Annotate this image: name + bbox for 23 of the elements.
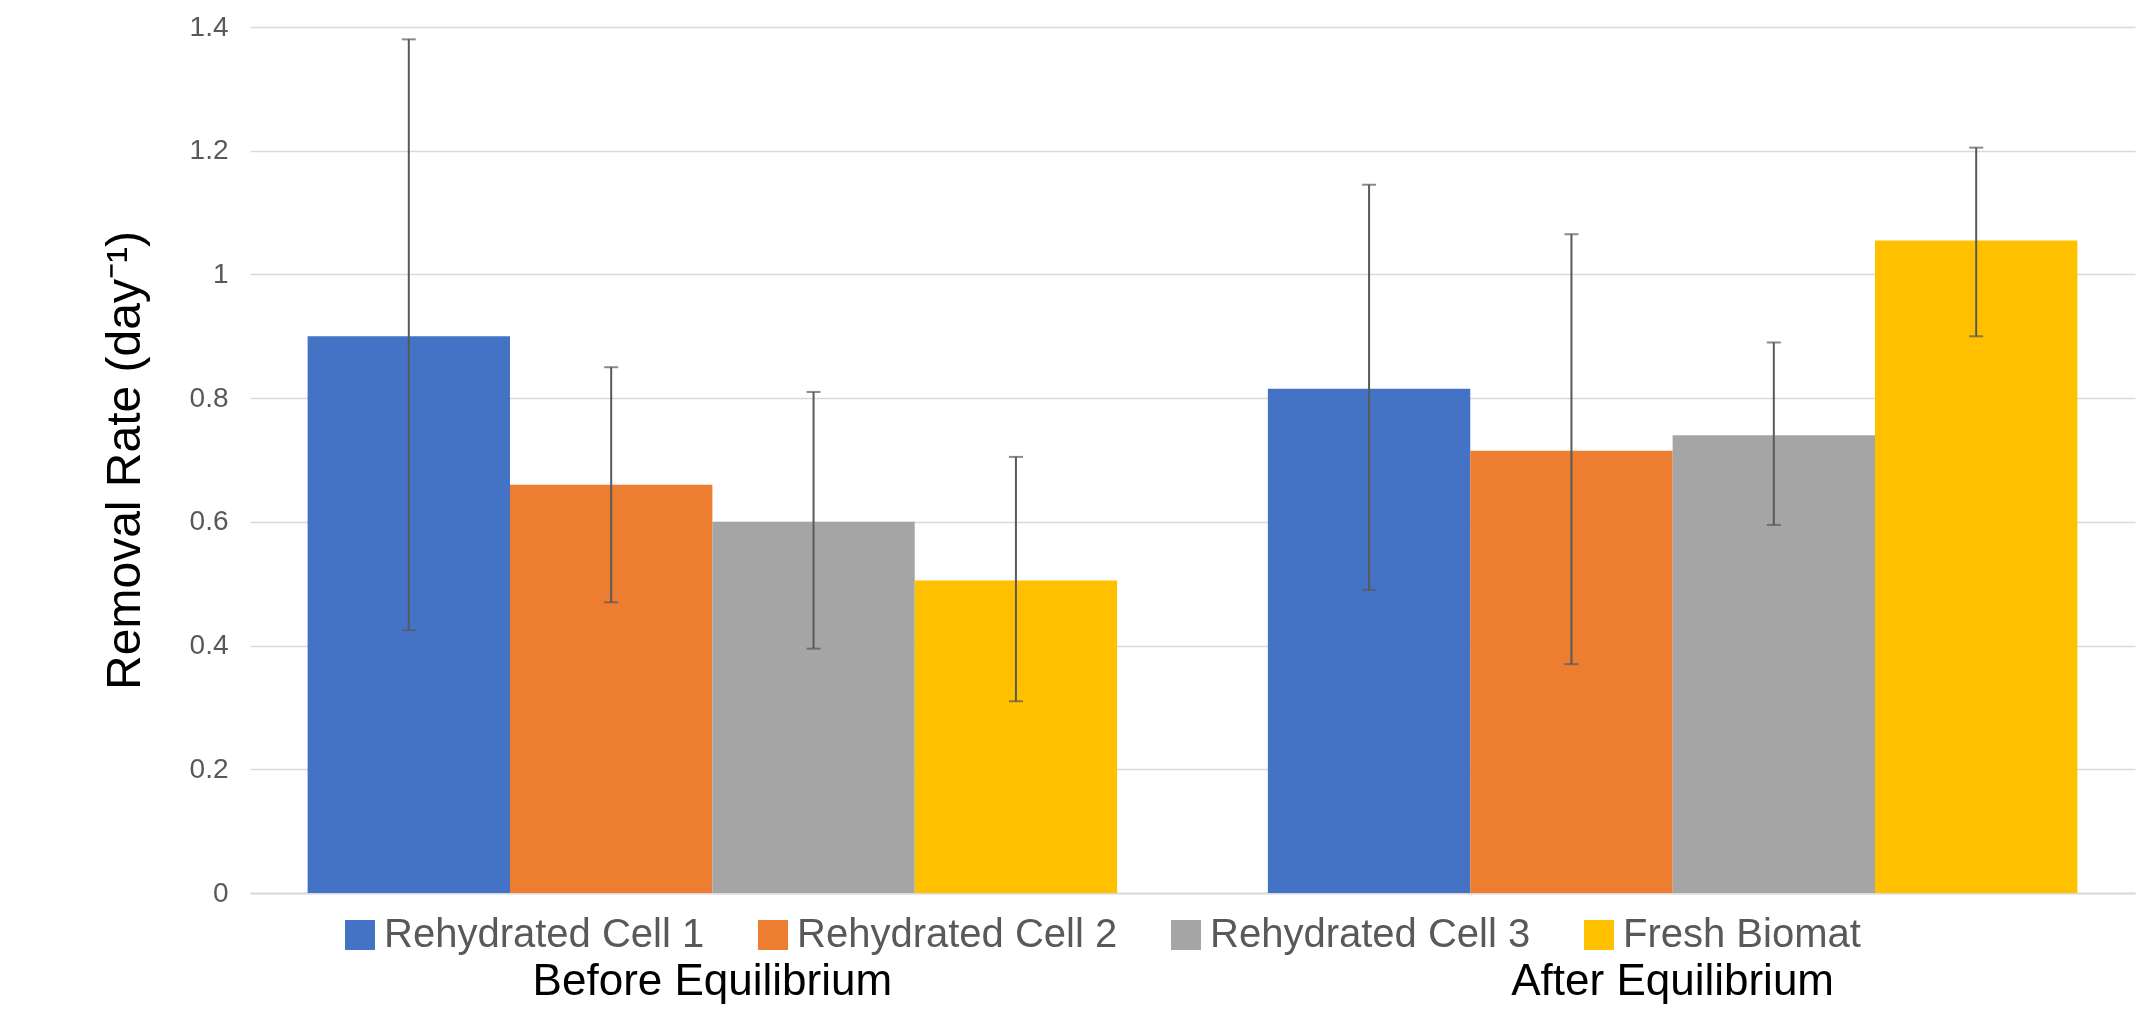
y-tick-label: 1 bbox=[212, 257, 229, 289]
y-tick-label: 0.8 bbox=[189, 381, 229, 413]
y-tick-label: 0 bbox=[212, 876, 229, 908]
bar bbox=[914, 580, 1118, 893]
legend-label: Rehydrated Cell 1 bbox=[384, 911, 705, 955]
bar bbox=[307, 336, 510, 893]
bar bbox=[1470, 450, 1673, 893]
x-tick-label: Before Equilibrium bbox=[532, 954, 893, 1004]
y-tick-label: 1.2 bbox=[189, 134, 229, 166]
bar bbox=[1672, 435, 1876, 893]
y-tick-label: 0.6 bbox=[189, 505, 229, 537]
x-tick-label: After Equilibrium bbox=[1511, 954, 1835, 1004]
y-tick-label: 0.4 bbox=[189, 629, 229, 661]
y-tick-label: 0.2 bbox=[189, 752, 229, 784]
bar bbox=[509, 484, 713, 893]
legend-label: Fresh Biomat bbox=[1623, 911, 1861, 955]
y-tick-label: 1.4 bbox=[189, 10, 229, 42]
legend-label: Rehydrated Cell 3 bbox=[1210, 911, 1531, 955]
bar bbox=[1875, 240, 2078, 893]
bar bbox=[712, 521, 915, 893]
bar bbox=[1267, 388, 1471, 893]
y-axis-title: Removal Rate (day⁻¹) bbox=[96, 231, 150, 690]
legend-label: Rehydrated Cell 2 bbox=[797, 911, 1118, 955]
